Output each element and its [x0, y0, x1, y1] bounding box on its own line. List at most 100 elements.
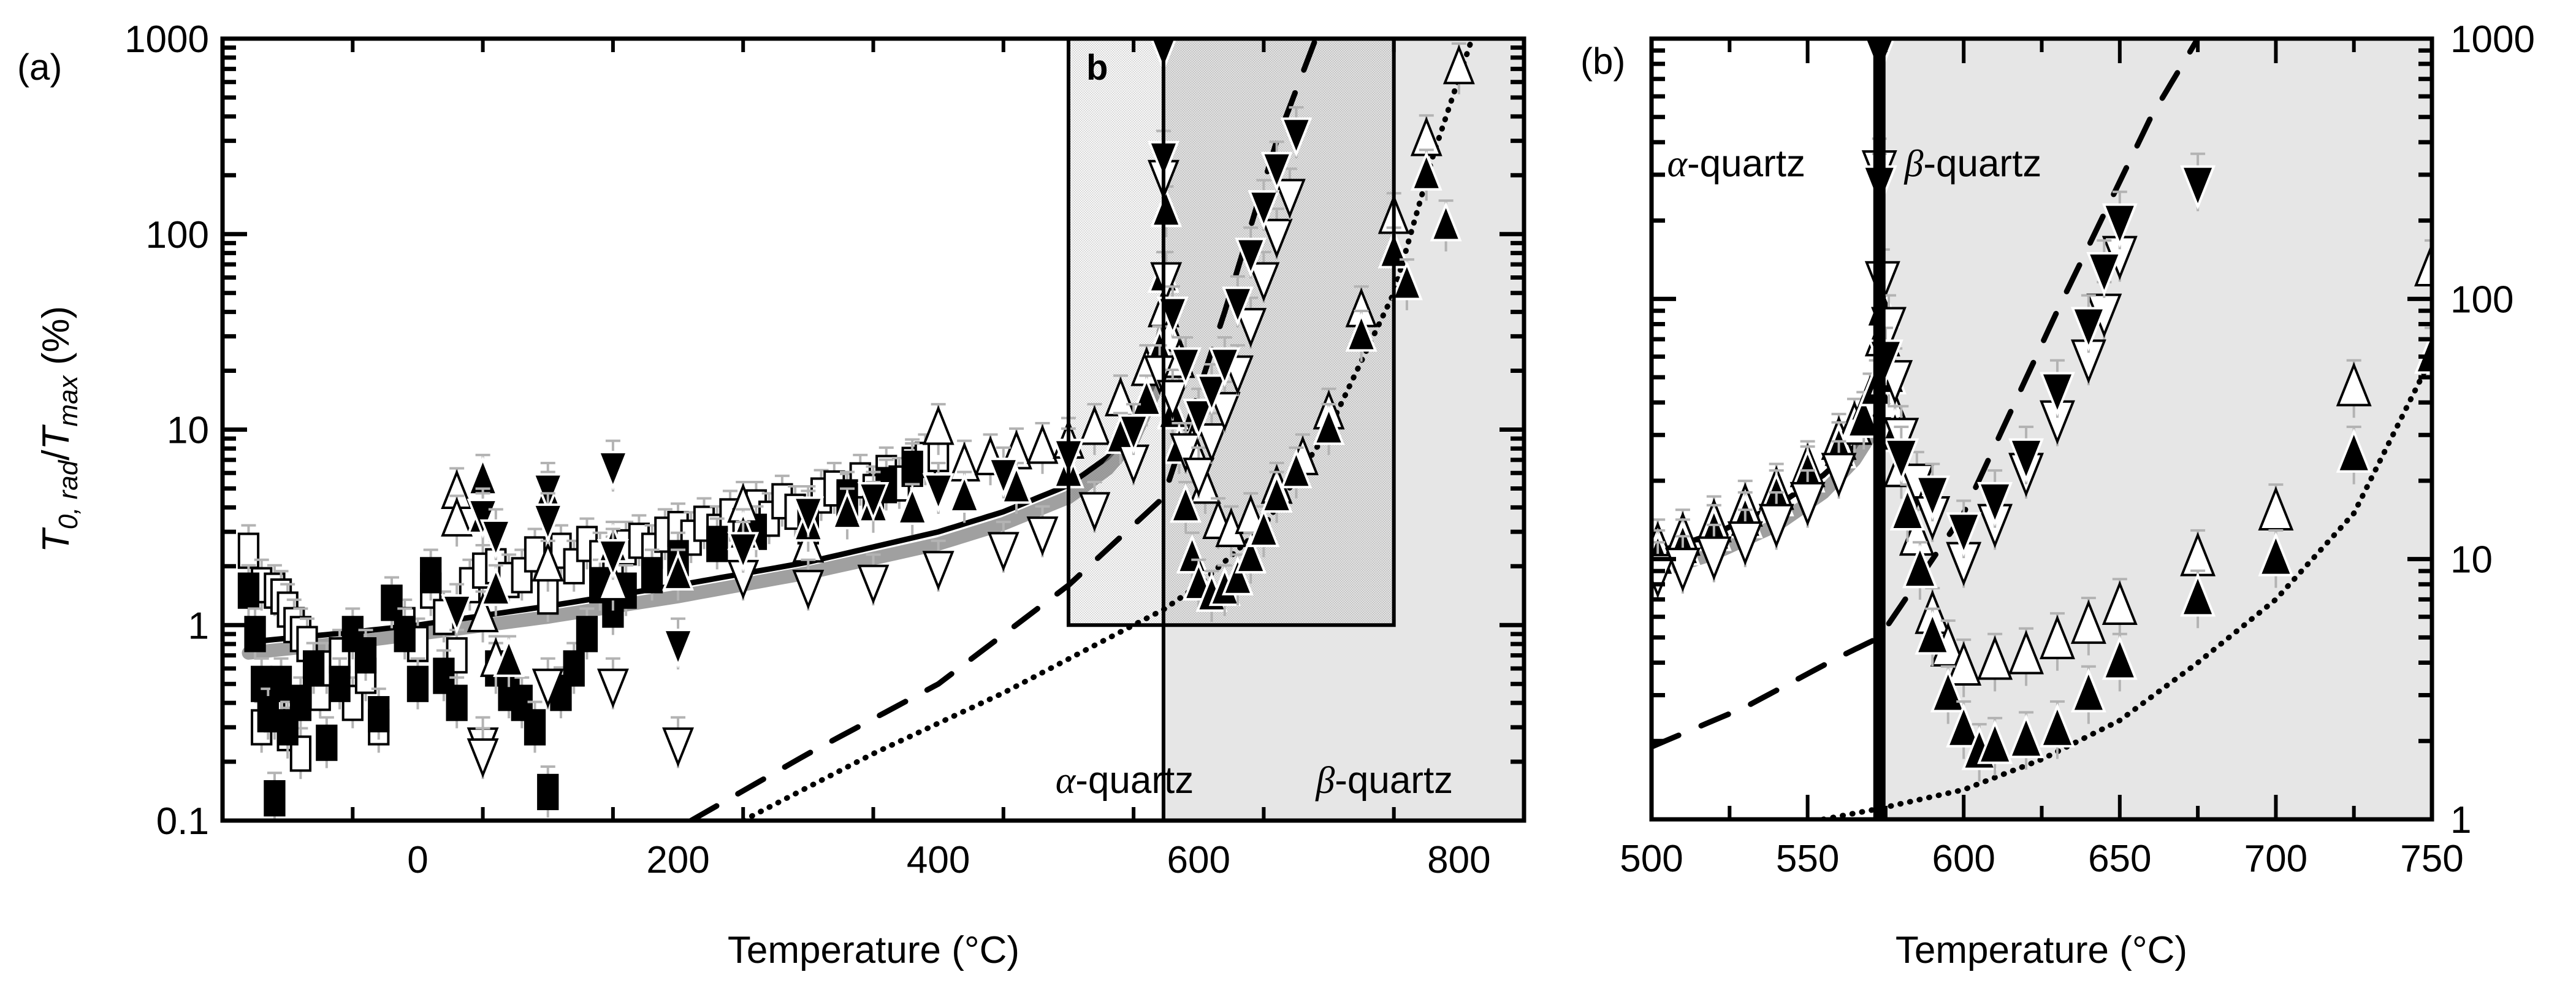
- region-label-alpha-quartz: α-quartz: [1667, 142, 1805, 185]
- data-point: [576, 607, 598, 660]
- marker-triangle-down: [2070, 307, 2106, 351]
- marker-triangle-down: [1821, 453, 1857, 497]
- data-point: [922, 539, 955, 592]
- marker-triangle-up: [2414, 329, 2432, 374]
- y-tick-label: 0.1: [156, 800, 209, 843]
- marker-triangle-down: [2008, 438, 2044, 483]
- marker-triangle-up: [831, 489, 863, 530]
- region-text: -quartz: [1335, 759, 1453, 802]
- data-point: [922, 462, 955, 514]
- data-point: [2180, 152, 2216, 212]
- marker-triangle-down: [727, 532, 760, 572]
- data-point: [433, 649, 455, 702]
- marker-triangle-up: [1221, 555, 1254, 595]
- marker-triangle-up: [1078, 405, 1111, 445]
- marker-triangle-down: [532, 473, 564, 513]
- data-point: [2180, 569, 2216, 629]
- marker-square: [406, 665, 429, 702]
- marker-triangle-up: [948, 473, 981, 513]
- data-point: [537, 765, 559, 818]
- marker-square: [641, 557, 663, 594]
- marker-triangle-up: [1902, 543, 1938, 589]
- data-point: [1345, 310, 1378, 362]
- data-point: [641, 548, 663, 601]
- data-point: [2102, 190, 2138, 250]
- data-point: [1235, 531, 1267, 584]
- marker-square: [244, 616, 266, 653]
- data-point: [1390, 258, 1423, 310]
- data-point: [302, 641, 325, 694]
- x-tick-label: 700: [2244, 838, 2307, 880]
- data-point: [1821, 440, 1857, 499]
- data-point: [2336, 426, 2372, 484]
- y-title-sub1: max: [53, 375, 83, 427]
- data-point: [792, 558, 825, 611]
- data-point: [1902, 541, 1938, 600]
- data-point: [1078, 480, 1111, 533]
- marker-triangle-down: [1727, 521, 1763, 566]
- marker-triangle-down: [1915, 475, 1951, 520]
- marker-triangle-down: [1078, 492, 1111, 532]
- marker-triangle-down: [1195, 374, 1228, 415]
- data-point: [1248, 251, 1280, 303]
- marker-triangle-up: [1442, 44, 1475, 85]
- marker-triangle-up: [532, 542, 564, 582]
- data-point: [1260, 470, 1293, 523]
- marker-triangle-up: [2258, 532, 2294, 576]
- marker-triangle-down: [1260, 218, 1293, 259]
- marker-triangle-down: [1235, 308, 1267, 348]
- marker-triangle-up: [1000, 464, 1032, 504]
- marker-triangle-down: [1183, 458, 1215, 498]
- marker-square: [381, 584, 403, 621]
- marker-triangle-down: [1208, 347, 1241, 388]
- marker-triangle-down: [1248, 190, 1280, 231]
- data-point: [2008, 426, 2044, 484]
- marker-triangle-down: [792, 570, 825, 610]
- marker-triangle-up: [467, 592, 499, 633]
- x-axis-title-b: Temperature (°C): [1896, 929, 2187, 971]
- curve-alpha-fit-band: [1652, 414, 1886, 581]
- marker-triangle-up: [2102, 635, 2138, 680]
- data-point: [563, 641, 585, 694]
- marker-square: [563, 650, 585, 687]
- marker-square: [270, 665, 292, 702]
- data-point: [1208, 380, 1241, 433]
- marker-triangle-down: [1183, 399, 1215, 439]
- data-point: [511, 548, 533, 601]
- marker-triangle-down: [922, 551, 955, 591]
- region-text: -quartz: [1923, 142, 2041, 185]
- panel-b-label: (b): [1580, 40, 1625, 82]
- marker-triangle-down: [1883, 438, 1919, 483]
- data-point: [596, 527, 629, 580]
- marker-square: [237, 572, 260, 609]
- data-point: [2040, 359, 2075, 418]
- data-point: [368, 687, 390, 740]
- region-text: -quartz: [1687, 142, 1805, 185]
- data-point: [1026, 505, 1059, 557]
- marker-square: [237, 532, 260, 569]
- greek-letter: β: [1315, 760, 1335, 802]
- marker-triangle-down: [1150, 262, 1183, 302]
- x-tick-label: 600: [1932, 838, 1995, 880]
- marker-square: [302, 650, 325, 687]
- data-point: [727, 521, 760, 573]
- marker-square: [394, 616, 416, 653]
- y-tick-label: 10: [167, 410, 209, 452]
- marker-triangle-up: [1977, 635, 2013, 680]
- data-point: [1000, 462, 1032, 514]
- marker-triangle-up: [2070, 599, 2106, 644]
- x-tick-label: 500: [1620, 838, 1683, 880]
- marker-triangle-down: [1026, 516, 1059, 557]
- marker-triangle-down: [857, 564, 890, 605]
- data-point: [1150, 251, 1183, 303]
- marker-square: [706, 526, 728, 562]
- marker-triangle-down: [2086, 251, 2122, 297]
- marker-triangle-down: [1156, 380, 1189, 420]
- curve-dotted-model: [1820, 354, 2432, 819]
- zoom-box-alpha-fill: [1068, 39, 1164, 626]
- data-point: [1977, 469, 2013, 528]
- data-point: [1235, 296, 1267, 349]
- x-tick-label: 800: [1427, 839, 1490, 881]
- x-tick-label: 600: [1167, 839, 1230, 881]
